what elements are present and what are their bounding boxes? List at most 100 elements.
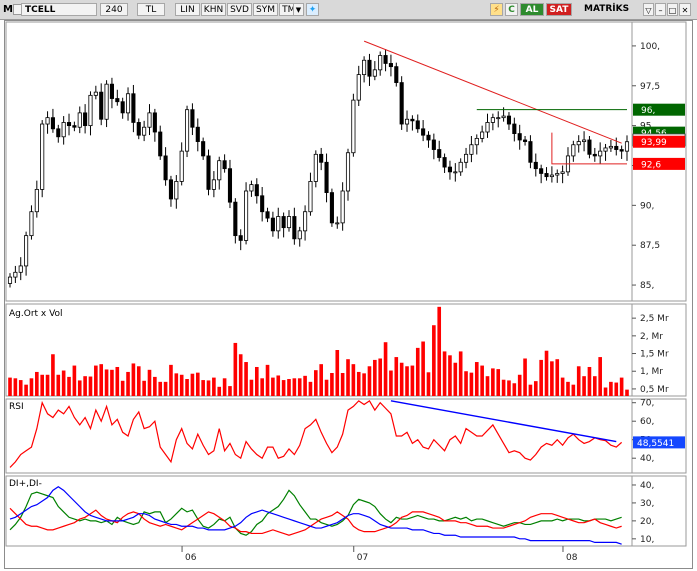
volume-bar: [265, 364, 270, 396]
volume-bar: [330, 373, 334, 396]
candle-body: [624, 141, 630, 152]
volume-bar: [340, 373, 345, 396]
candle-body: [447, 166, 452, 173]
y-axis-di: [631, 475, 687, 547]
volume-bar: [142, 380, 146, 396]
volume-bar: [29, 378, 34, 396]
volume-bar: [244, 362, 248, 396]
volume-bar: [238, 354, 243, 396]
volume-bar: [190, 373, 195, 396]
svd-button[interactable]: SVD: [227, 3, 252, 16]
currency-button[interactable]: TL: [137, 3, 165, 16]
khn-button[interactable]: KHN: [201, 3, 226, 16]
candle-body: [99, 91, 104, 120]
candle-body: [303, 211, 308, 232]
chevron-down-icon[interactable]: ▼: [293, 3, 304, 16]
price-candles: [7, 49, 630, 288]
volume-bar: [206, 380, 211, 396]
chart-menu-m[interactable]: M: [3, 4, 13, 15]
volume-bar: [491, 368, 495, 396]
volume-bar: [110, 369, 114, 396]
volume-bar: [115, 366, 120, 396]
candle-body: [217, 160, 222, 181]
candle-body: [383, 55, 388, 64]
candle-body: [560, 171, 565, 174]
candle-body: [367, 59, 372, 77]
volume-bar: [99, 364, 104, 396]
candle-body: [394, 66, 399, 83]
volume-bar: [533, 381, 538, 396]
candle-body: [378, 55, 383, 71]
volume-bar: [544, 350, 549, 396]
volume-bar: [94, 365, 98, 396]
candle-body: [244, 190, 249, 241]
candle-body: [329, 192, 334, 224]
candle-body: [109, 83, 114, 99]
volume-bar: [582, 376, 586, 396]
volume-bar: [517, 374, 522, 396]
volume-bar: [287, 379, 291, 396]
candle-body: [523, 139, 528, 142]
candle-body: [13, 271, 18, 278]
volume-bar: [351, 364, 356, 396]
candle-body: [340, 190, 345, 224]
lin-button[interactable]: LIN: [175, 3, 200, 16]
restore-icon[interactable]: □: [667, 3, 678, 16]
volume-bar: [45, 374, 50, 396]
volume-bar: [136, 366, 141, 396]
candle-body: [421, 128, 426, 136]
volume-bar: [453, 362, 458, 396]
volume-bar: [528, 384, 533, 396]
volume-bar: [72, 365, 77, 396]
volume-bar: [260, 378, 264, 396]
panel-price: [5, 21, 633, 302]
y-axis-rsi: [631, 398, 687, 474]
refresh-icon[interactable]: C: [505, 3, 518, 16]
sym-button[interactable]: SYM: [253, 3, 278, 16]
bird-icon[interactable]: ✦: [306, 3, 319, 16]
candle-body: [619, 149, 624, 152]
volume-bar: [303, 375, 307, 396]
close-icon[interactable]: ✕: [679, 3, 691, 16]
candle-body: [254, 184, 259, 197]
volume-bar: [485, 376, 490, 396]
price-level-badge: [633, 103, 685, 116]
chart-frame: [4, 20, 693, 569]
chart-lines-icon[interactable]: ▽: [643, 3, 654, 16]
symbol-field[interactable]: TCELL: [21, 3, 97, 16]
volume-bar: [35, 371, 39, 396]
candle-body: [18, 265, 23, 273]
period-button[interactable]: 240: [100, 3, 128, 16]
volume-bar: [254, 366, 259, 396]
candle-body: [281, 216, 286, 229]
candle-body: [131, 93, 136, 123]
sell-button[interactable]: SAT: [546, 3, 572, 16]
di-series-line: [9, 486, 622, 545]
volume-bar: [474, 362, 479, 396]
candle-body: [512, 123, 517, 135]
support-line: [551, 132, 627, 165]
rsi-tick-label: 60,: [640, 417, 654, 427]
candle-body: [66, 122, 72, 127]
volume-bar: [346, 359, 350, 396]
candle-body: [549, 174, 554, 178]
candle-body: [539, 168, 544, 174]
volume-bar: [555, 359, 560, 396]
candle-body: [227, 168, 233, 203]
volume-bar: [324, 379, 329, 396]
candle-body: [179, 150, 184, 182]
lightning-icon[interactable]: ⚡: [490, 3, 503, 16]
minimize-icon[interactable]: –: [655, 3, 666, 16]
candle-body: [233, 201, 238, 237]
volume-bar: [201, 380, 205, 396]
volume-bar: [469, 372, 474, 396]
candle-body: [238, 235, 243, 241]
candle-body: [115, 98, 120, 103]
volume-bar: [233, 342, 238, 396]
buy-button[interactable]: AL: [520, 3, 544, 16]
candle-body: [458, 161, 463, 173]
candle-body: [308, 181, 313, 213]
candle-body: [506, 115, 512, 125]
candle-body: [442, 157, 447, 168]
